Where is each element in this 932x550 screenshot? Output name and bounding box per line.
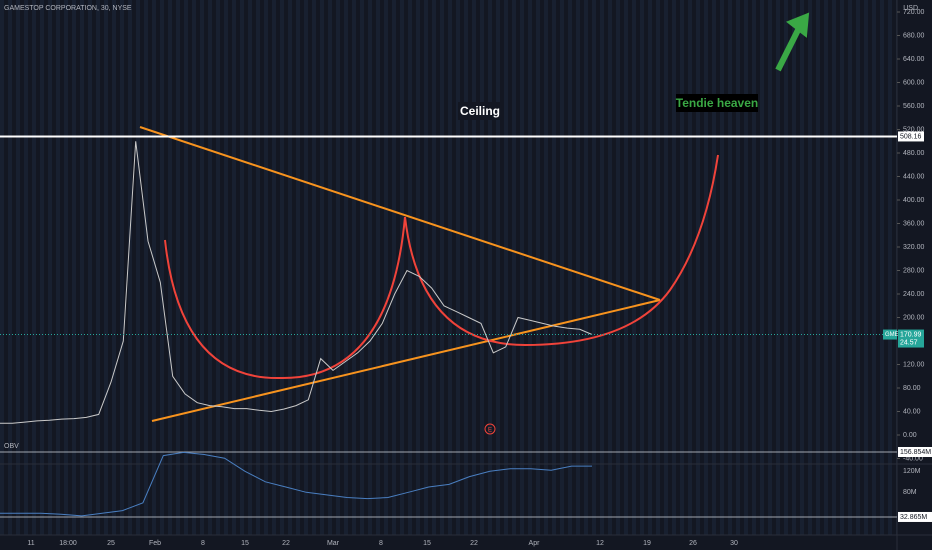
price-tick-label: 440.00 xyxy=(903,173,925,180)
price-tick-label: 200.00 xyxy=(903,314,925,321)
time-label: 18:00 xyxy=(59,540,77,547)
background xyxy=(0,0,897,535)
obv-tag xyxy=(898,511,932,522)
symbol-tag xyxy=(883,329,897,340)
time-label: 11 xyxy=(27,540,34,547)
last-tag xyxy=(898,329,924,348)
obv-tick-label: 80M xyxy=(903,489,917,496)
price-tick-label: 480.00 xyxy=(903,150,925,157)
price-line xyxy=(0,141,593,424)
obv-tag-label: 32.865M xyxy=(900,514,927,521)
upper-trendline xyxy=(139,126,661,301)
time-label: Mar xyxy=(327,540,340,547)
time-label: 8 xyxy=(201,540,205,547)
obv-line xyxy=(0,451,592,517)
symbol-tag-label: GME xyxy=(885,332,899,338)
earnings-marker xyxy=(484,423,496,435)
countdown-label: 24.57 xyxy=(900,339,918,346)
earnings-label: E xyxy=(488,428,492,434)
time-label: 8 xyxy=(379,540,383,547)
time-label: Feb xyxy=(149,540,161,547)
obv-label: OBV xyxy=(4,443,19,450)
obv-tag xyxy=(898,447,932,457)
ceiling-tag-label: 508.16 xyxy=(900,133,922,140)
time-label: 22 xyxy=(282,540,290,547)
time-label: 26 xyxy=(689,540,697,547)
price-tick-label: 280.00 xyxy=(903,267,925,274)
time-label: 30 xyxy=(730,540,738,547)
symbol-title: GAMESTOP CORPORATION, 30, NYSE xyxy=(4,5,132,12)
last-tag-label: 170.99 xyxy=(900,331,922,338)
time-label: 12 xyxy=(596,540,604,547)
time-label: 25 xyxy=(107,540,115,547)
label-bg xyxy=(458,102,502,120)
time-label: 15 xyxy=(423,540,431,547)
price-tick-label: 240.00 xyxy=(903,291,925,298)
price-tick-label: 0.00 xyxy=(903,432,917,439)
price-tick-label: 720.00 xyxy=(903,9,925,16)
price-tick-label: -40.00 xyxy=(903,455,923,462)
cup-1 xyxy=(164,216,406,380)
price-tick-label: 680.00 xyxy=(903,32,925,39)
time-label: 19 xyxy=(643,540,651,547)
arrow-head xyxy=(786,12,810,38)
price-tick-label: 320.00 xyxy=(903,244,925,251)
price-tick-label: 600.00 xyxy=(903,79,925,86)
price-tick-label: 520.00 xyxy=(903,126,925,133)
label-bg xyxy=(676,94,758,112)
price-tick-label: 560.00 xyxy=(903,103,925,110)
ceiling-tag xyxy=(898,131,924,142)
lower-trendline xyxy=(151,299,661,422)
price-tick-label: 80.00 xyxy=(903,385,921,392)
price-tick-label: 360.00 xyxy=(903,220,925,227)
cup-2 xyxy=(404,154,719,347)
time-label: Apr xyxy=(529,540,541,547)
price-tick-label: 120.00 xyxy=(903,361,925,368)
price-tick-label: 400.00 xyxy=(903,197,925,204)
target-label: Tendie heaven xyxy=(676,96,758,110)
currency: USD xyxy=(903,5,918,12)
drawings xyxy=(139,12,810,422)
obv-tag-label: 156.854M xyxy=(900,449,931,456)
price-tick-label: 640.00 xyxy=(903,56,925,63)
obv-tick-label: 120M xyxy=(903,468,921,475)
price-tick-label: 40.00 xyxy=(903,408,921,415)
time-label: 22 xyxy=(470,540,478,547)
time-label: 15 xyxy=(241,540,249,547)
arrow-shaft xyxy=(775,28,801,72)
ceiling-label: Ceiling xyxy=(460,104,500,118)
